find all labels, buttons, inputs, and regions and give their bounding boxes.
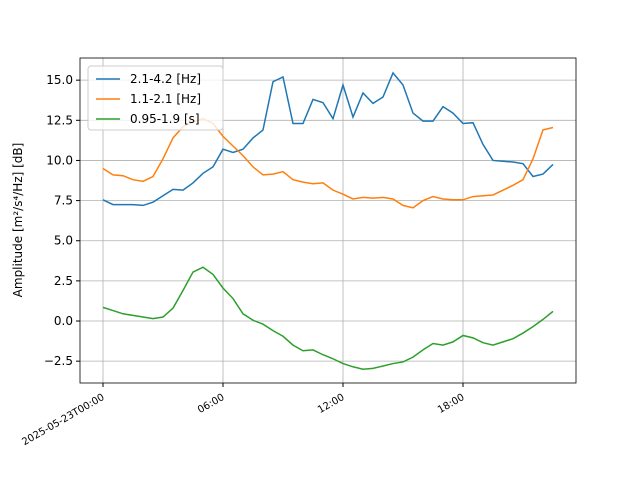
plot-frame: [79, 57, 577, 384]
x-tick-label: 2025-05-23T00:00: [20, 392, 106, 448]
x-tick-label: 06:00: [196, 392, 226, 416]
y-tick-label: 7.5: [54, 194, 73, 208]
x-tick-label: 18:00: [436, 392, 466, 416]
y-tick-label: 10.0: [46, 153, 73, 167]
y-tick-label: 0.0: [54, 314, 73, 328]
data-line: [102, 266, 554, 370]
y-tick-label: 15.0: [46, 73, 73, 87]
y-tick-label: 2.5: [54, 274, 73, 288]
y-tick-label: 12.5: [46, 113, 73, 127]
data-line: [102, 71, 554, 207]
legend-label: 0.95-1.9 [s]: [130, 112, 200, 126]
legend-label: 1.1-2.1 [Hz]: [130, 92, 201, 106]
legend-label: 2.1-4.2 [Hz]: [130, 72, 201, 86]
y-tick-label: −2.5: [44, 354, 73, 368]
y-axis-label: Amplitude [m²/s⁴/Hz] [dB]: [11, 143, 25, 298]
x-tick-label: 12:00: [316, 392, 346, 416]
data-line: [102, 117, 554, 209]
y-tick-label: 5.0: [54, 234, 73, 248]
legend-box: [87, 65, 224, 131]
